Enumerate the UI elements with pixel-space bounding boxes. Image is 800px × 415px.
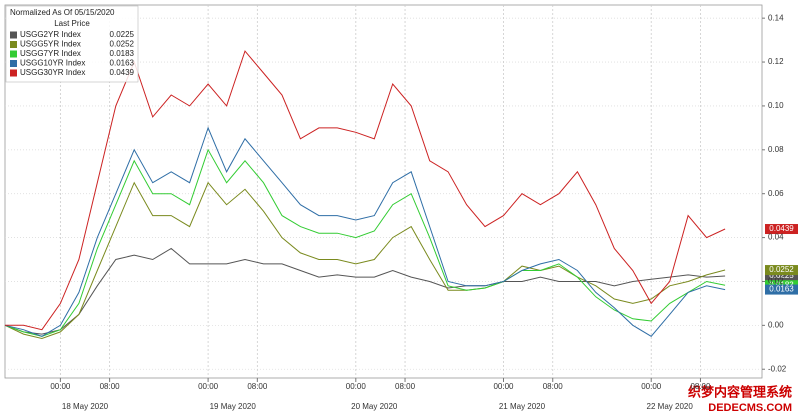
x-tick-label: 08:00 [100,382,121,391]
watermark: 织梦内容管理系统 [688,384,792,399]
x-tick-label: 00:00 [50,382,71,391]
grid [5,5,765,382]
legend-swatch [10,50,17,58]
legend-value: 0.0183 [110,49,135,58]
x-tick-label: 08:00 [543,382,564,391]
x-day-label: 21 May 2020 [499,402,546,411]
legend-value: 0.0252 [110,40,135,49]
legend-label: USGG10YR Index [20,59,85,68]
x-day-label: 22 May 2020 [647,402,694,411]
lines [4,50,726,340]
watermark-sub: DEDECMS.COM [708,402,792,414]
y-tick-label: -0.02 [768,364,787,373]
x-tick-label: 08:00 [395,382,416,391]
y-tick-label: 0.02 [768,277,784,286]
x-day-label: 18 May 2020 [62,402,109,411]
last-price-label: 0.0439 [769,224,794,233]
x-day-label: 19 May 2020 [210,402,257,411]
legend-value: 0.0225 [110,30,135,39]
legend-label: USGG30YR Index [20,68,85,77]
y-tick-label: 0.00 [768,320,784,329]
last-price-tag [765,270,798,281]
legend-label: USGG5YR Index [20,40,81,49]
last-price-label: 0.0163 [769,285,794,294]
y-tick-label: 0.06 [768,189,784,198]
last-price-tag [765,284,798,295]
legend-swatch [10,60,17,67]
legend-box [5,5,139,83]
last-price-tag [765,224,798,235]
series-line [4,148,726,337]
x-tick-label: 00:00 [346,382,367,391]
legend-swatch [10,69,17,77]
legend-value: 0.0163 [110,59,135,68]
last-price-tag [765,265,798,276]
y-tick-label: 0.08 [768,145,784,154]
legend-label: USGG2YR Index [20,30,81,39]
legend: Normalized As Of 05/15/2020 Last Price U… [5,5,139,83]
y-tick-label: 0.10 [768,101,784,110]
y-tick-label: 0.14 [768,13,784,22]
legend-label: USGG7YR Index [20,49,81,58]
x-day-label: 20 May 2020 [351,402,398,411]
legend-value: 0.0439 [110,68,135,77]
y-tick-label: 0.04 [768,233,784,242]
legend-swatch [10,31,17,39]
last-price-label: 0.0225 [769,271,794,280]
x-tick-label: 08:00 [247,382,268,391]
legend-title: Normalized As Of 05/15/2020 [10,8,115,17]
series-line [5,50,726,331]
series-line [4,181,726,340]
x-tick-label: 08:00 [690,382,711,391]
last-price-label: 0.0252 [769,265,794,274]
x-tick-label: 00:00 [493,382,514,391]
legend-subtitle: Last Price [54,19,90,28]
legend-swatch [10,41,17,48]
y-tick-label: 0.12 [768,57,784,66]
x-tick-label: 00:00 [198,382,219,391]
series-line [4,126,726,337]
x-tick-label: 00:00 [641,382,662,391]
series-line [4,247,726,335]
